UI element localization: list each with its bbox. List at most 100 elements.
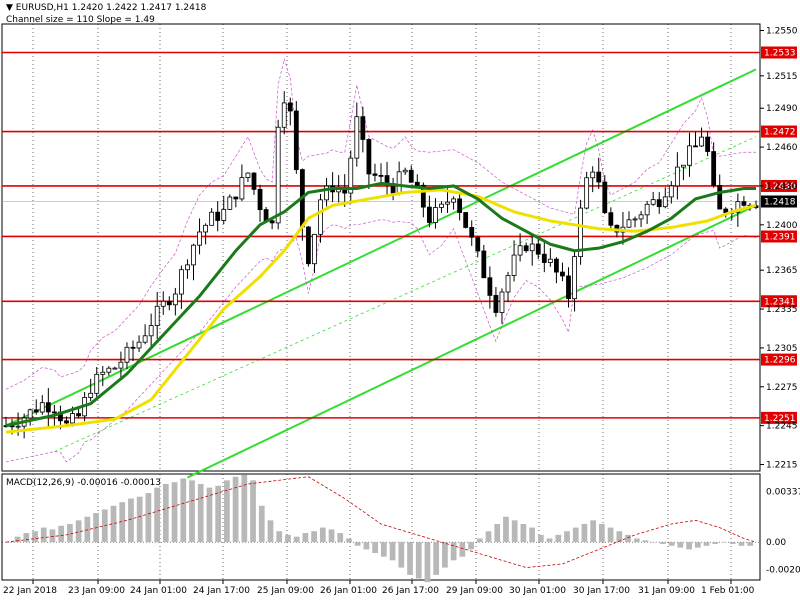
macd-histogram-bar	[363, 542, 370, 550]
candle-body	[711, 151, 717, 186]
macd-histogram-bar	[145, 493, 152, 543]
macd-histogram-bar	[276, 531, 283, 543]
macd-histogram-bar	[319, 527, 326, 543]
macd-histogram-bar	[337, 533, 344, 543]
macd-histogram-bar	[564, 531, 570, 543]
ma-slow-line	[5, 188, 757, 434]
macd-histogram-bar	[442, 542, 448, 568]
x-tick-label: 24 Jan 17:00	[193, 586, 250, 596]
macd-histogram-bar	[267, 520, 274, 543]
y-tick-label: 1.2430	[766, 182, 798, 192]
macd-histogram-bar	[136, 496, 143, 543]
candle-body	[306, 226, 311, 265]
y-tick-label: 1.2550	[766, 26, 798, 36]
candle-body	[136, 341, 142, 349]
macd-histogram-bar	[285, 534, 291, 543]
candle-body	[481, 250, 487, 279]
candle-body	[215, 211, 221, 221]
macd-histogram-bar	[6, 542, 12, 543]
macd-histogram-bar	[110, 505, 117, 543]
macd-histogram-bar	[572, 527, 579, 543]
candle-body	[735, 201, 741, 213]
candle-body	[414, 181, 420, 186]
macd-histogram-bar	[729, 542, 736, 544]
candle-body	[142, 335, 148, 343]
macd-histogram-bar	[494, 523, 501, 543]
candle-body	[197, 231, 202, 246]
candle-body	[499, 291, 505, 313]
y-tick-label: 1.2365	[766, 266, 798, 276]
candle-body	[408, 169, 414, 183]
y-tick-label: 1.2245	[766, 422, 798, 432]
level-tag	[761, 295, 797, 308]
candle-body	[191, 244, 196, 266]
candle-body	[318, 199, 323, 235]
candle-body	[185, 264, 190, 271]
x-tick-label: 25 Jan 09:00	[257, 586, 314, 596]
x-tick-label: 23 Jan 09:00	[68, 586, 125, 596]
candle-body	[15, 425, 21, 428]
candle-body	[239, 177, 245, 200]
y-tick-label: 1.2215	[766, 461, 798, 471]
macd-histogram-bar	[703, 542, 710, 546]
macd-histogram-bar	[485, 531, 492, 543]
candle-body	[402, 169, 408, 173]
candle-body	[257, 188, 263, 210]
level-tag	[761, 46, 797, 59]
candle-body	[360, 116, 366, 140]
level-tag-label: 1.2430	[764, 182, 796, 192]
candle-body	[420, 184, 426, 208]
macd-histogram-bar	[407, 542, 413, 575]
candle-body	[638, 214, 644, 220]
current-price-label: 1.2418	[764, 198, 796, 208]
candle-body	[100, 371, 106, 375]
macd-histogram-bar	[128, 498, 134, 543]
candle-body	[160, 300, 166, 307]
macd-histogram-bar	[328, 529, 335, 543]
macd-histogram-bar	[503, 516, 509, 543]
candle-body	[233, 196, 239, 200]
macd-histogram-bar	[197, 483, 204, 543]
candle-body	[566, 275, 571, 300]
channel-info: Channel size = 110 Slope = 1.49	[6, 15, 155, 25]
macd-histogram-bar	[415, 542, 422, 579]
macd-histogram-bar	[450, 542, 457, 561]
candle-body	[118, 361, 124, 369]
macd-histogram-bar	[58, 525, 65, 543]
candle-body	[668, 185, 674, 198]
candle-body	[547, 258, 553, 263]
envelope-upper-line	[5, 57, 756, 390]
candle-body	[209, 211, 215, 226]
channel-upper-line	[5, 68, 757, 427]
candle-body	[94, 373, 100, 394]
candle-body	[632, 218, 638, 221]
candle-body	[293, 110, 299, 171]
candle-body	[64, 420, 69, 424]
x-tick-label: 24 Jan 01:00	[130, 586, 187, 596]
macd-histogram-bar	[23, 533, 30, 543]
candle-body	[251, 172, 257, 190]
macd-histogram-bar	[381, 542, 387, 557]
macd-signal-line	[5, 476, 757, 568]
macd-histogram-bar	[677, 542, 684, 548]
candle-body	[535, 243, 541, 255]
macd-histogram-bar	[250, 480, 256, 543]
candle-body	[366, 139, 372, 175]
macd-histogram-bar	[258, 505, 265, 543]
macd-histogram-bar	[616, 531, 623, 543]
macd-histogram-bar	[119, 502, 126, 543]
level-tag	[761, 353, 797, 366]
symbol-dropdown-icon[interactable]: ▼	[6, 3, 13, 13]
macd-histogram-bar	[180, 478, 187, 543]
macd-histogram-bar	[660, 542, 666, 544]
level-tag	[761, 179, 797, 192]
macd-histogram-bar	[555, 534, 562, 543]
candle-body	[281, 102, 287, 128]
y-tick-label: 1.2490	[766, 104, 798, 114]
macd-histogram-bar	[302, 533, 309, 543]
macd-histogram-bar	[546, 538, 553, 543]
candle-body	[590, 171, 596, 179]
macd-histogram-bar	[633, 538, 640, 543]
